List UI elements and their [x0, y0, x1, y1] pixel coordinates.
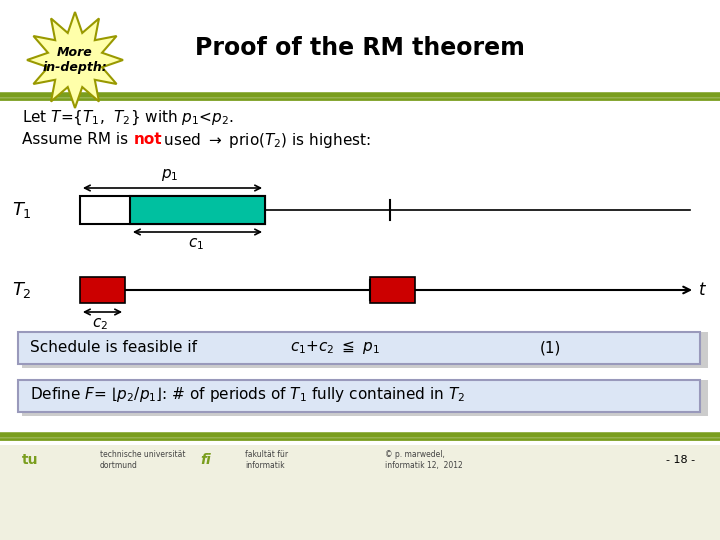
Text: tu: tu — [22, 453, 38, 467]
Text: Assume RM is: Assume RM is — [22, 132, 133, 147]
Text: fi: fi — [200, 453, 211, 467]
Text: $p_1$: $p_1$ — [161, 167, 179, 183]
Text: technische universität
dortmund: technische universität dortmund — [100, 450, 186, 470]
Text: $c_1$: $c_1$ — [188, 236, 204, 252]
Text: $T_1$: $T_1$ — [12, 200, 32, 220]
Polygon shape — [27, 12, 123, 108]
FancyBboxPatch shape — [0, 0, 720, 445]
Text: Let $T$={$T_1$,  $T_2$} with $p_1$<$p_2$.: Let $T$={$T_1$, $T_2$} with $p_1$<$p_2$. — [22, 109, 234, 127]
Bar — [18, 380, 700, 412]
Text: (1): (1) — [540, 341, 562, 355]
Text: $T_2$: $T_2$ — [12, 280, 32, 300]
Text: used $\rightarrow$ prio($T_2$) is highest:: used $\rightarrow$ prio($T_2$) is highes… — [159, 131, 371, 150]
Text: © p. marwedel,
informatik 12,  2012: © p. marwedel, informatik 12, 2012 — [385, 450, 463, 470]
FancyBboxPatch shape — [0, 0, 720, 444]
Bar — [22, 332, 708, 368]
Text: Proof of the RM theorem: Proof of the RM theorem — [195, 36, 525, 60]
Text: $c_2$: $c_2$ — [92, 316, 108, 332]
Bar — [18, 332, 700, 364]
Bar — [80, 196, 265, 224]
Text: in-depth:: in-depth: — [42, 62, 107, 75]
Text: fakultät für
informatik: fakultät für informatik — [245, 450, 288, 470]
Text: Schedule is feasible if: Schedule is feasible if — [30, 341, 197, 355]
Bar — [370, 277, 415, 303]
Text: Define $F$= $\lfloor p_2/p_1 \rfloor$: # of periods of $T_1$ fully contained in : Define $F$= $\lfloor p_2/p_1 \rfloor$: #… — [30, 386, 465, 404]
FancyBboxPatch shape — [0, 0, 720, 445]
Text: More: More — [57, 45, 93, 58]
Bar — [22, 380, 708, 416]
Text: $c_1$+$c_2$ $\leqq$ $p_1$: $c_1$+$c_2$ $\leqq$ $p_1$ — [290, 340, 380, 356]
Bar — [80, 277, 125, 303]
Text: not: not — [134, 132, 163, 147]
Bar — [130, 196, 265, 224]
Text: - 18 -: - 18 - — [666, 455, 695, 465]
Text: $t$: $t$ — [698, 281, 707, 299]
